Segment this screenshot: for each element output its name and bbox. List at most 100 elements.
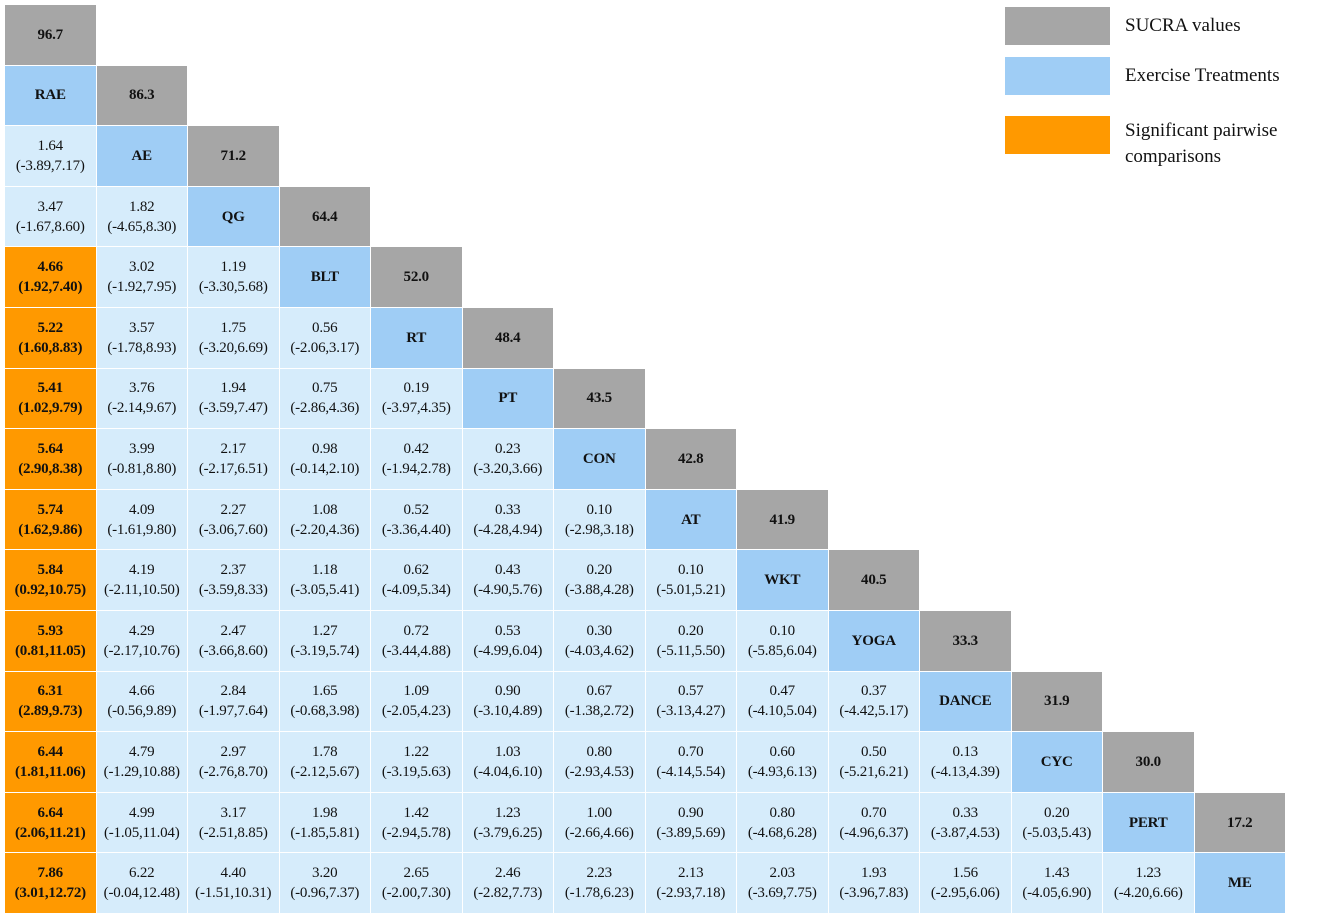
estimate: 0.90 [678, 804, 704, 821]
estimate: 2.17 [220, 440, 247, 457]
estimate: 0.72 [403, 622, 430, 639]
comparison-cell: 4.99 (-1.05,11.04) [96, 792, 187, 853]
comparison-cell: 0.52 (-3.36,4.40) [371, 489, 462, 550]
sucra-value: 40.5 [861, 572, 887, 589]
confidence-interval: (-4.03,4.62) [564, 642, 634, 659]
sucra-value: 41.9 [769, 511, 796, 528]
confidence-interval: (-2.82,7.73) [473, 885, 543, 902]
confidence-interval: (-1.29,10.88) [103, 763, 180, 780]
estimate: 1.23 [495, 804, 521, 821]
comparison-cell: 1.64 (-3.89,7.17) [5, 126, 96, 186]
estimate: 0.20 [586, 562, 613, 579]
estimate: 4.40 [220, 865, 247, 882]
estimate: 5.74 [37, 501, 64, 518]
estimate: 0.42 [403, 440, 430, 457]
comparison-cell: 3.76 (-2.14,9.67) [96, 368, 187, 429]
comparison-cell: 0.56 (-2.06,3.17) [279, 308, 370, 368]
comparison-cell: 0.53 (-4.99,6.04) [462, 611, 553, 671]
estimate: 0.23 [495, 440, 521, 457]
estimate: 0.43 [495, 562, 521, 579]
confidence-interval: (-2.05,4.23) [381, 703, 451, 720]
confidence-interval: (-3.36,4.40) [381, 521, 451, 538]
estimate: 0.10 [769, 622, 796, 639]
estimate: 2.27 [220, 501, 247, 518]
treatment-cell: PERT [1103, 792, 1194, 853]
confidence-interval: (-4.42,5.17) [839, 703, 909, 720]
estimate: 1.00 [586, 804, 613, 821]
comparison-cell: 1.42 (-2.94,5.78) [371, 792, 462, 853]
comparison-cell: 0.90 (-3.89,5.69) [645, 792, 736, 853]
estimate: 6.44 [37, 743, 64, 760]
estimate: 1.65 [312, 683, 338, 700]
sucra-cell: 33.3 [920, 611, 1011, 671]
sucra-cell: 17.2 [1194, 792, 1285, 853]
estimate: 0.37 [861, 683, 887, 700]
treatment-cell: BLT [279, 247, 370, 307]
confidence-interval: (-4.68,6.28) [747, 824, 817, 841]
comparison-cell: 1.03 (-4.04,6.10) [462, 732, 553, 792]
comparison-cell: 0.47 (-4.10,5.04) [737, 671, 828, 732]
confidence-interval: (-1.38,2.72) [564, 703, 634, 720]
sucra-value: 86.3 [129, 87, 155, 104]
estimate: 3.20 [312, 865, 338, 882]
sucra-cell: 64.4 [279, 186, 370, 247]
comparison-cell: 0.75 (-2.86,4.36) [279, 368, 370, 429]
confidence-interval: (-3.66,8.60) [198, 642, 268, 659]
legend-swatch [1005, 57, 1110, 95]
confidence-interval: (-5.85,6.04) [747, 642, 817, 659]
treatment-name: YOGA [851, 632, 896, 649]
sucra-value: 52.0 [403, 269, 430, 286]
confidence-interval: (-4.28,4.94) [473, 521, 543, 538]
treatment-name: CON [582, 450, 616, 467]
comparison-cell: 1.00 (-2.66,4.66) [554, 792, 645, 853]
confidence-interval: (-3.59,8.33) [198, 582, 268, 599]
confidence-interval: (-3.19,5.63) [381, 763, 451, 780]
comparison-cell: 0.70 (-4.14,5.54) [645, 732, 736, 792]
estimate: 1.42 [403, 804, 430, 821]
estimate: 1.09 [403, 683, 430, 700]
legend-swatch [1005, 116, 1110, 154]
estimate: 2.23 [586, 865, 613, 882]
confidence-interval: (-2.00,7.30) [381, 885, 451, 902]
estimate: 0.19 [403, 380, 430, 397]
estimate: 0.20 [678, 622, 704, 639]
comparison-cell: 0.10 (-5.01,5.21) [645, 550, 736, 610]
comparison-cell: 0.60 (-4.93,6.13) [737, 732, 828, 792]
comparison-cell: 1.94 (-3.59,7.47) [188, 368, 279, 429]
comparison-cell: 1.23 (-4.20,6.66) [1103, 853, 1194, 913]
comparison-cell: 0.42 (-1.94,2.78) [371, 429, 462, 489]
comparison-cell: 0.13 (-4.13,4.39) [920, 732, 1011, 792]
confidence-interval: (0.81,11.05) [14, 642, 86, 659]
confidence-interval: (2.06,11.21) [14, 824, 86, 841]
comparison-cell: 4.66 (-0.56,9.89) [96, 671, 187, 732]
comparison-cell: 1.56 (-2.95,6.06) [920, 853, 1011, 913]
comparison-cell: 0.20 (-5.11,5.50) [645, 611, 736, 671]
comparison-cell: 4.09 (-1.61,9.80) [96, 489, 187, 550]
estimate: 4.19 [129, 562, 155, 579]
estimate: 4.79 [129, 743, 155, 760]
comparison-cell: 2.46 (-2.82,7.73) [462, 853, 553, 913]
confidence-interval: (-3.19,5.74) [290, 642, 360, 659]
confidence-interval: (-3.20,6.69) [198, 339, 268, 356]
estimate: 5.22 [37, 319, 64, 336]
confidence-interval: (-3.87,4.53) [930, 824, 1000, 841]
estimate: 7.86 [37, 865, 64, 882]
estimate: 0.98 [312, 440, 338, 457]
estimate: 1.93 [861, 865, 887, 882]
treatment-cell: RT [371, 308, 462, 368]
confidence-interval: (-4.90,5.76) [473, 582, 543, 599]
confidence-interval: (-4.09,5.34) [381, 582, 451, 599]
confidence-interval: (1.62,9.86) [18, 521, 83, 538]
estimate: 1.27 [312, 622, 338, 639]
comparison-cell: 0.20 (-5.03,5.43) [1011, 792, 1102, 853]
confidence-interval: (-3.20,3.66) [473, 460, 543, 477]
treatment-name: ME [1227, 875, 1252, 892]
comparison-cell: 0.90 (-3.10,4.89) [462, 671, 553, 732]
comparison-cell: 5.64 (2.90,8.38) [5, 429, 96, 489]
comparison-cell: 0.80 (-2.93,4.53) [554, 732, 645, 792]
comparison-cell: 5.84 (0.92,10.75) [5, 550, 96, 610]
comparison-cell: 2.17 (-2.17,6.51) [188, 429, 279, 489]
sucra-value: 96.7 [37, 26, 64, 43]
confidence-interval: (-0.68,3.98) [290, 703, 360, 720]
confidence-interval: (-3.06,7.60) [198, 521, 268, 538]
